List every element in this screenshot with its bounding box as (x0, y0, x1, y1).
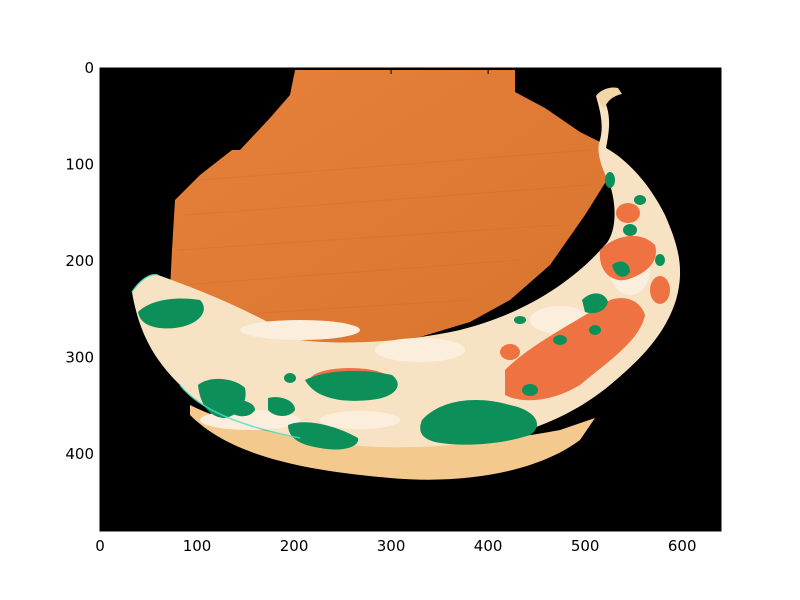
axes-frame (99, 67, 722, 532)
x-tick-label: 0 (95, 537, 105, 555)
y-axis: 0 100 200 300 400 (65, 59, 721, 463)
x-tick-label: 300 (377, 537, 406, 555)
x-tick-label: 100 (183, 537, 212, 555)
y-tick-label: 300 (65, 348, 94, 366)
x-tick-label: 200 (280, 537, 309, 555)
x-tick-label: 500 (571, 537, 600, 555)
peel-edge (131, 273, 301, 439)
y-tick-label: 200 (65, 252, 94, 270)
peel-green-spots (138, 172, 665, 450)
x-tick-label: 600 (668, 537, 697, 555)
y-tick-label: 0 (84, 59, 94, 77)
banana-stem (596, 87, 622, 110)
cutting-board (170, 70, 610, 344)
y-tick-label: 100 (65, 155, 94, 173)
x-axis: 0 100 200 300 400 500 600 (95, 68, 697, 555)
x-tick-label: 400 (474, 537, 503, 555)
banana-shadow (190, 405, 595, 480)
y-tick-label: 400 (65, 445, 94, 463)
image-content (131, 70, 681, 480)
